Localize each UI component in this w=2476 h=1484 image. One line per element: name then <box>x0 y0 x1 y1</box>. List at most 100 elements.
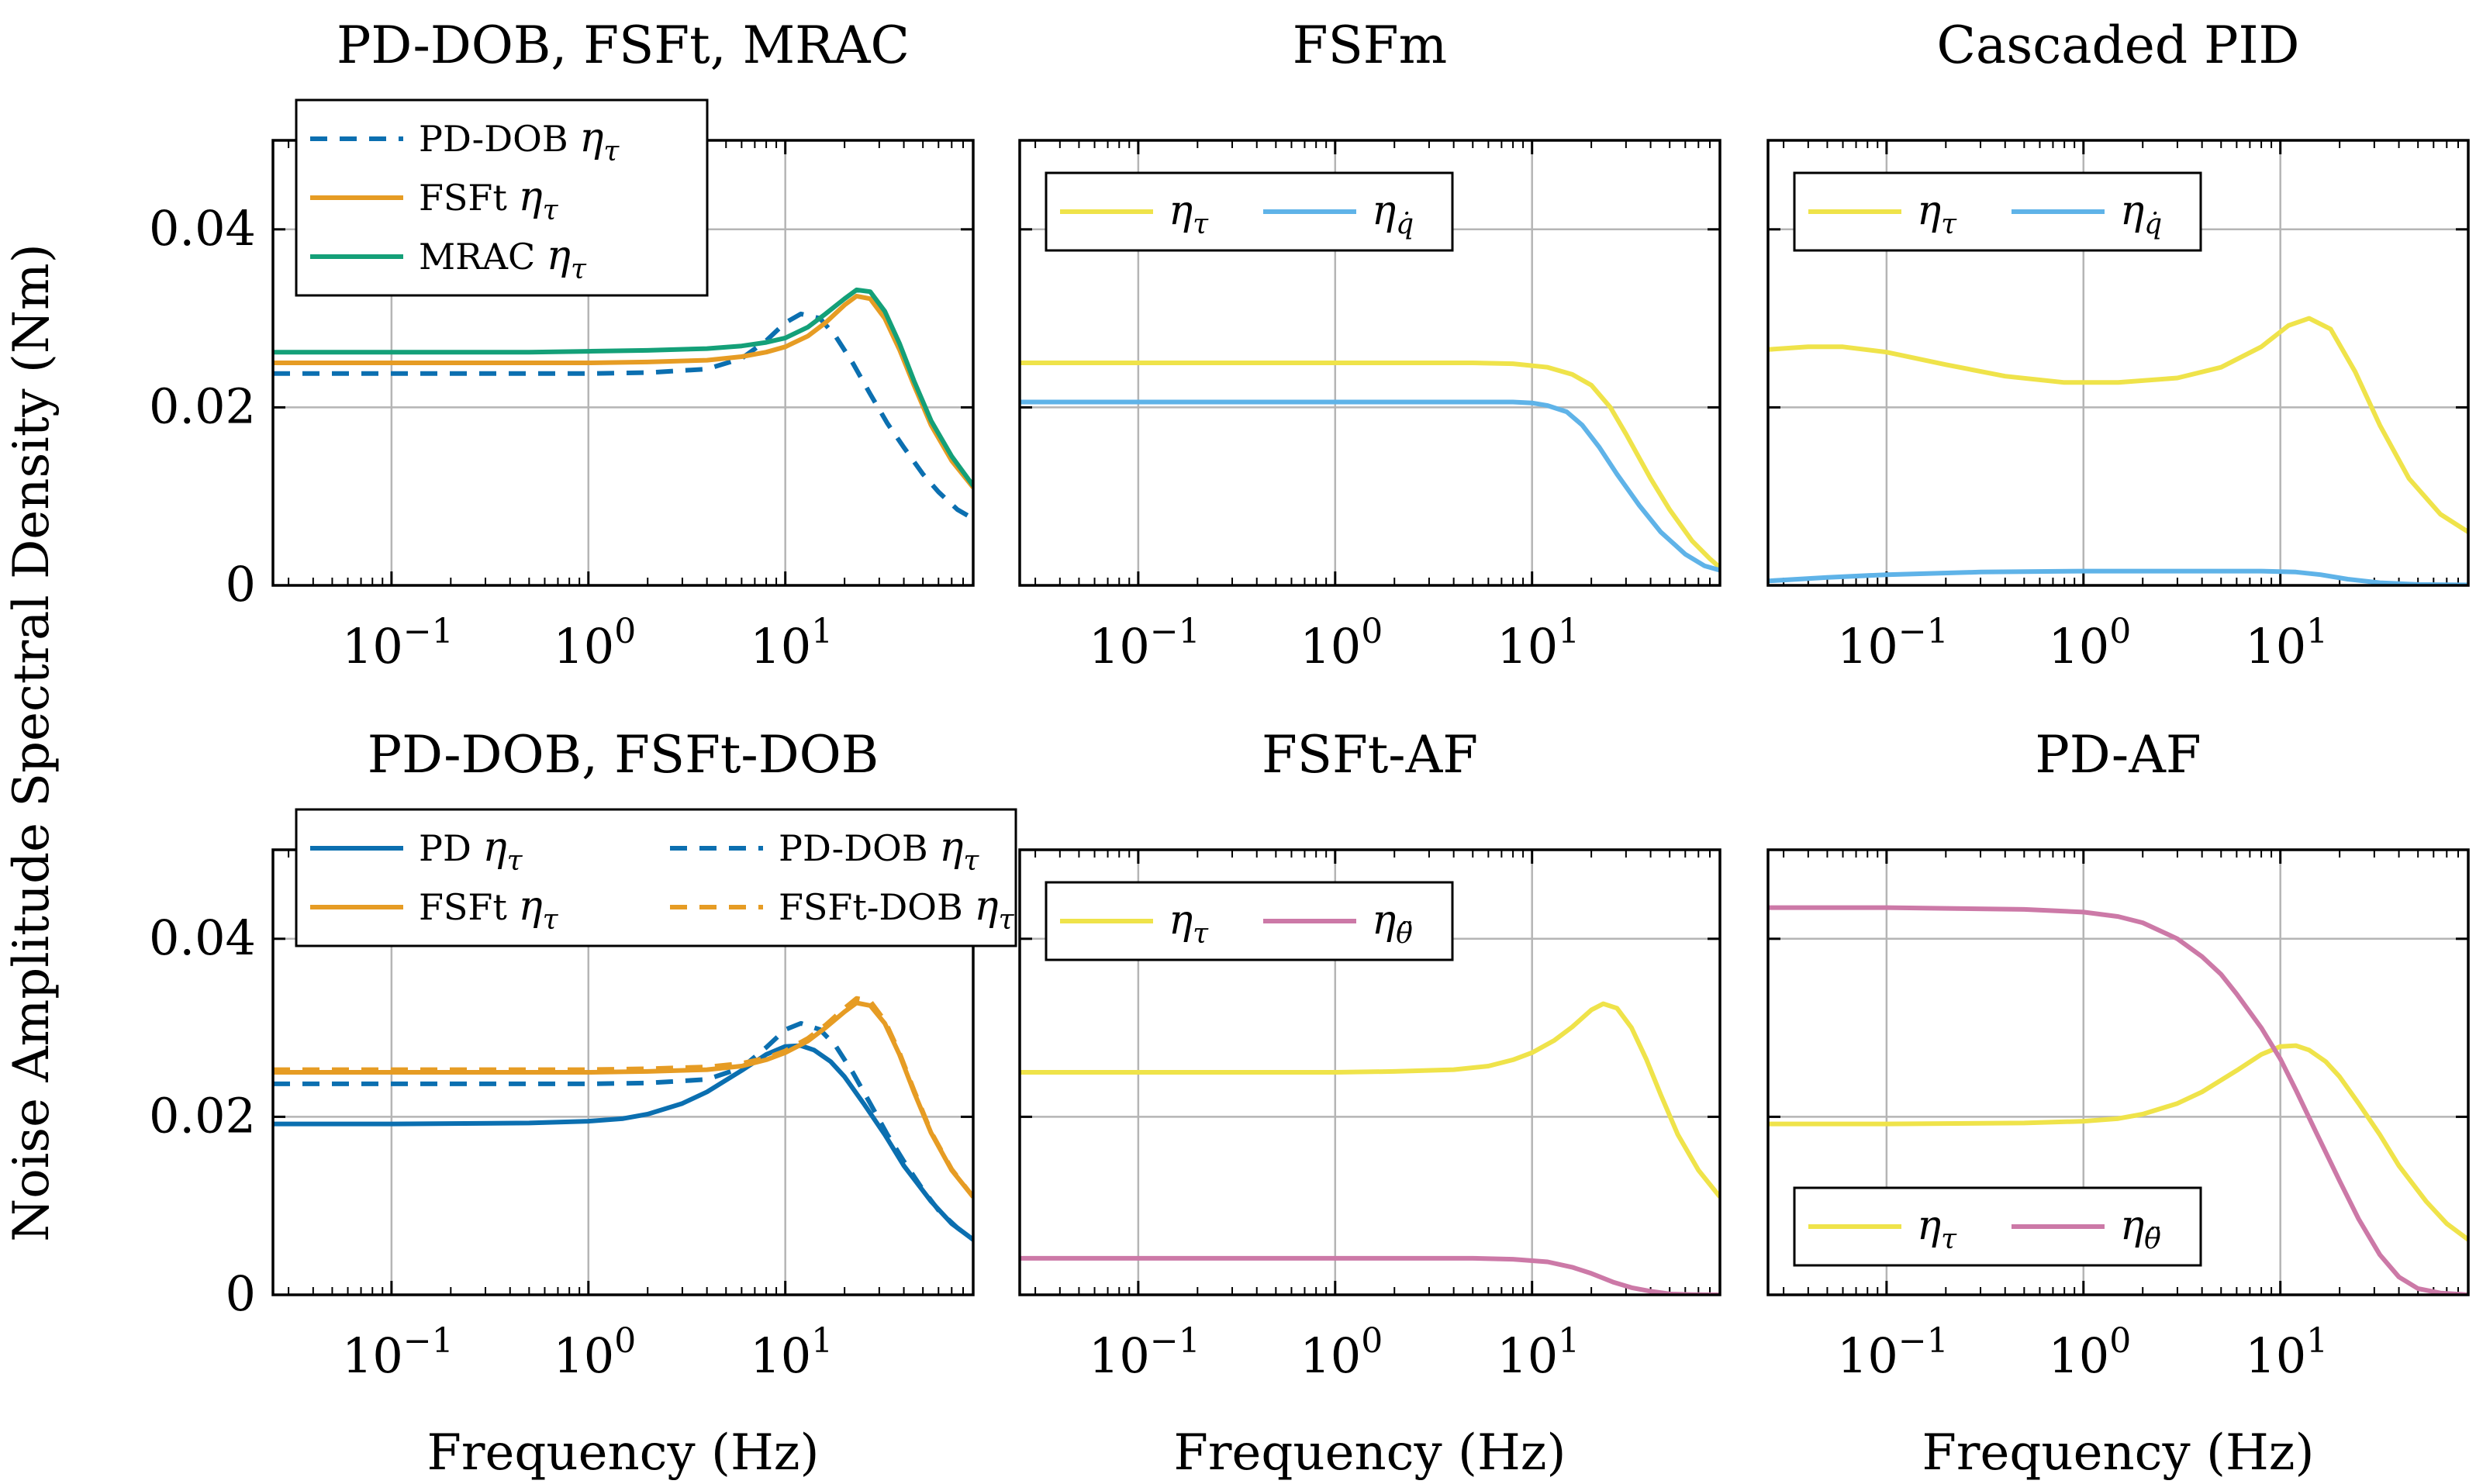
x-tick-base: 10 <box>1837 1327 1898 1384</box>
chart-title: PD-DOB, FSFt-DOB <box>368 725 879 785</box>
x-tick-exponent: 1 <box>811 612 833 651</box>
series-group <box>273 287 973 521</box>
y-tick-label: 0.02 <box>149 1087 256 1144</box>
legend-label-name: FSFt <box>419 177 507 219</box>
legend-label: ητ <box>1917 1203 1957 1255</box>
x-tick-base: 10 <box>750 618 811 675</box>
legend-label-space <box>963 886 975 928</box>
legend-eta: η <box>1169 897 1193 944</box>
chart-title: FSFm <box>1293 16 1447 75</box>
x-tick-exponent: 0 <box>2109 1321 2131 1361</box>
y-tick-label: 0.04 <box>149 200 256 257</box>
x-tick-exponent: 0 <box>1361 612 1383 651</box>
legend-eta: η <box>518 174 542 220</box>
legend-subscript: θ̈ <box>1396 918 1413 950</box>
legend-label: ητ <box>1169 188 1209 240</box>
series-line-lightblue <box>1768 568 2468 585</box>
x-tick-exponent: 0 <box>1361 1321 1383 1361</box>
x-tick-label: 10−1 <box>342 1321 454 1384</box>
x-tick-base: 10 <box>1497 1327 1558 1384</box>
x-tick-exponent: 1 <box>2306 612 2328 651</box>
legend-box <box>295 808 1017 947</box>
legend-subscript: τ <box>1941 1223 1957 1255</box>
x-tick-base: 10 <box>342 618 403 675</box>
legend-eta: η <box>547 233 571 279</box>
x-tick-exponent: −1 <box>403 612 454 651</box>
legend-label-space <box>471 827 483 869</box>
legend-eta: η <box>974 883 998 930</box>
legend-subscript: τ <box>999 904 1015 936</box>
x-tick-exponent: 1 <box>2306 1321 2328 1361</box>
legend: ητ ηq̇ <box>1793 171 2202 252</box>
legend-label: ητ <box>1169 897 1209 950</box>
x-tick-base: 10 <box>1300 618 1361 675</box>
chart-title: PD-DOB, FSFt, MRAC <box>337 16 910 75</box>
legend-eta: η <box>1917 1203 1941 1249</box>
x-tick-exponent: −1 <box>1898 1321 1949 1361</box>
x-tick-exponent: 0 <box>2109 612 2131 651</box>
figure-ylabel: Noise Amplitude Spectral Density (Nm) <box>3 243 60 1241</box>
x-axis-label: Frequency (Hz) <box>427 1424 820 1482</box>
x-tick-base: 10 <box>2245 618 2306 675</box>
legend: ητ ηθ̈ <box>1793 1186 2202 1267</box>
legend-subscript: q̇ <box>1396 209 1414 240</box>
x-tick-base: 10 <box>2245 1327 2306 1384</box>
x-tick-label: 10−1 <box>1837 612 1949 675</box>
legend-eta: η <box>1372 188 1396 234</box>
x-tick-label: 100 <box>2048 612 2131 675</box>
x-tick-label: 101 <box>750 612 833 675</box>
legend-label-space <box>507 886 519 928</box>
legend-subscript: τ <box>543 904 559 936</box>
legend-label: ηq̇ <box>1372 188 1414 240</box>
x-tick-exponent: 1 <box>1558 612 1580 651</box>
x-tick-label: 101 <box>2245 612 2328 675</box>
legend-label: FSFt ητ <box>419 883 559 936</box>
x-axis-label: Frequency (Hz) <box>1922 1424 2315 1482</box>
legend-subscript: τ <box>571 254 587 285</box>
series-line-lightblue <box>1020 399 1720 573</box>
legend-label: ηq̇ <box>2120 188 2162 240</box>
legend-label-space <box>507 177 519 219</box>
legend-eta: η <box>518 883 542 930</box>
legend-subscript: τ <box>603 136 620 167</box>
series-group <box>1020 361 1720 573</box>
chart-title: Cascaded PID <box>1937 16 2300 75</box>
legend-label-name: FSFt <box>419 886 507 928</box>
legend-label: ηθ̈ <box>1372 897 1413 950</box>
series-group <box>273 996 973 1242</box>
legend-label: PD ητ <box>419 824 523 877</box>
x-tick-base: 10 <box>1089 618 1150 675</box>
legend-label: PD-DOB ητ <box>779 824 979 877</box>
legend-label-name: PD <box>419 827 471 869</box>
legend-label-space <box>535 236 547 278</box>
legend-eta: η <box>2120 188 2144 234</box>
y-tick-label: 0 <box>226 1265 256 1322</box>
legend-subscript: τ <box>1193 918 1209 950</box>
x-tick-label: 100 <box>553 612 636 675</box>
series-line-magenta <box>1768 905 2468 1295</box>
series-line-pd-dob <box>273 1020 973 1242</box>
x-tick-label: 100 <box>1300 612 1383 675</box>
y-tick-label: 0.04 <box>149 909 256 966</box>
x-tick-exponent: −1 <box>1898 612 1949 651</box>
x-tick-base: 10 <box>1300 1327 1361 1384</box>
x-tick-label: 100 <box>1300 1321 1383 1384</box>
legend-eta: η <box>2120 1203 2144 1249</box>
x-tick-label: 10−1 <box>342 612 454 675</box>
series-line-yellow <box>1020 361 1720 570</box>
series-line-yellow <box>1768 316 2468 534</box>
legend-label: FSFt ητ <box>419 174 559 226</box>
x-tick-exponent: −1 <box>403 1321 454 1361</box>
x-tick-exponent: −1 <box>1150 1321 1200 1361</box>
x-tick-label: 10−1 <box>1837 1321 1949 1384</box>
legend-subscript: τ <box>963 845 979 877</box>
legend-eta: η <box>1169 188 1193 234</box>
legend-eta: η <box>579 115 603 161</box>
legend-subscript: τ <box>1193 209 1209 240</box>
